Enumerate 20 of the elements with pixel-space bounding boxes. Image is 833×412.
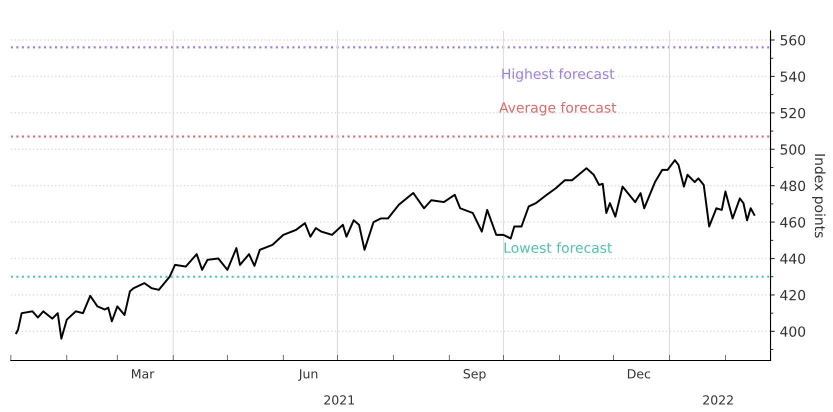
ref-line-label: Lowest forecast [504, 242, 612, 253]
y-tick-label: 500 [780, 144, 806, 155]
line-series [15, 159, 756, 340]
x-tick-label: Jun [298, 369, 318, 381]
x-tick-label: Dec [628, 369, 650, 379]
x2-tick-label: 2021 [324, 395, 354, 405]
y-axis-title: Index points [812, 154, 826, 238]
x2-tick-label: 2022 [703, 395, 733, 405]
y-tick-label: 460 [780, 217, 806, 228]
y-tick-label: 440 [780, 253, 806, 264]
y-tick-label: 480 [780, 180, 806, 192]
ref-line-label: Highest forecast [502, 68, 614, 82]
x-tick-label: Sep [464, 369, 486, 381]
y-tick-label: 400 [780, 326, 806, 337]
y-tick-label: 420 [780, 290, 806, 300]
y-tick-label: 540 [780, 71, 806, 82]
y-tick-label: 520 [780, 108, 806, 118]
y-tick-label: 560 [780, 34, 806, 46]
x-tick-label: Mar [132, 369, 154, 379]
ref-line-label: Average forecast [499, 102, 616, 116]
